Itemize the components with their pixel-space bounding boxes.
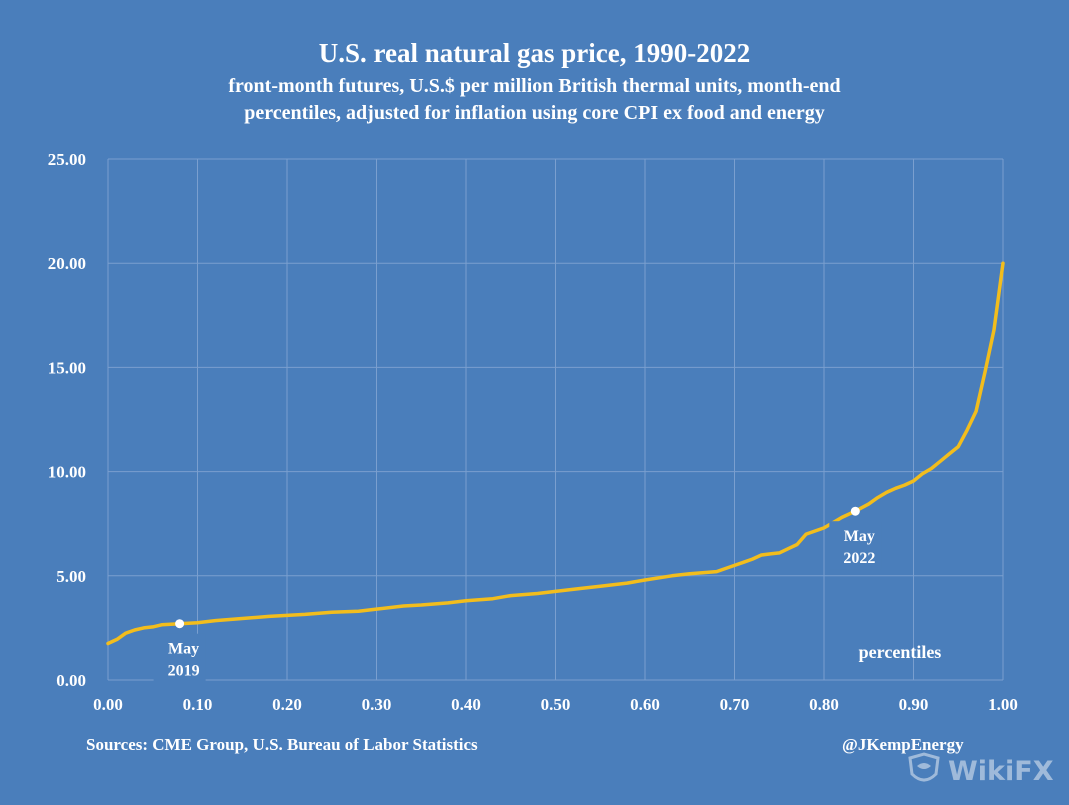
x-axis-label: percentiles [859,642,942,662]
y-tick-label: 5.00 [56,567,86,586]
x-tick-label: 0.50 [541,695,571,714]
x-tick-label: 1.00 [988,695,1018,714]
axis-layer: 0.00 0.10 0.20 0.30 0.40 0.50 0.60 0.70 0.80 0.90… [48,150,1018,714]
annotation-label-line2: 2019 [168,663,200,680]
annotation-layer: May 2019 May 2022 [153,506,882,682]
chart-title: U.S. real natural gas price, 1990-2022 [318,38,751,68]
x-tick-label: 0.40 [451,695,481,714]
wikifx-logo-icon [906,752,942,791]
series-line [106,261,1005,646]
source-note: Sources: CME Group, U.S. Bureau of Labor… [86,735,478,754]
x-tick-label: 0.60 [630,695,660,714]
annotation-label-line1: May [844,528,875,545]
grid-layer [107,158,1004,681]
x-tick-label: 0.70 [720,695,750,714]
y-tick-label: 25.00 [48,150,86,169]
x-tick-label: 0.90 [899,695,929,714]
x-tick-label: 0.20 [272,695,302,714]
y-tick-label: 10.00 [48,463,86,482]
annotation-label-line2: 2022 [843,550,875,567]
y-tick-label: 20.00 [48,254,86,273]
x-tick-label: 0.80 [809,695,839,714]
y-tick-label: 0.00 [56,671,86,690]
annotation-label-bg [829,521,882,570]
watermark-text: WikiFX [948,756,1054,787]
chart-subtitle-line1: front-month futures, U.S.$ per million B… [228,75,841,97]
x-tick-label: 0.30 [362,695,392,714]
chart-subtitle-line2: percentiles, adjusted for inflation usin… [244,102,825,124]
author-handle: @JKempEnergy [842,735,964,754]
annotation-label-line1: May [168,641,199,658]
annotation-label-bg [153,633,206,682]
annotation-marker [850,506,860,516]
x-tick-label: 0.00 [93,695,123,714]
annotation-marker [175,619,185,629]
watermark: WikiFX [906,752,1054,791]
y-tick-label: 15.00 [48,358,86,377]
series-layer [106,261,1005,646]
x-tick-label: 0.10 [183,695,213,714]
